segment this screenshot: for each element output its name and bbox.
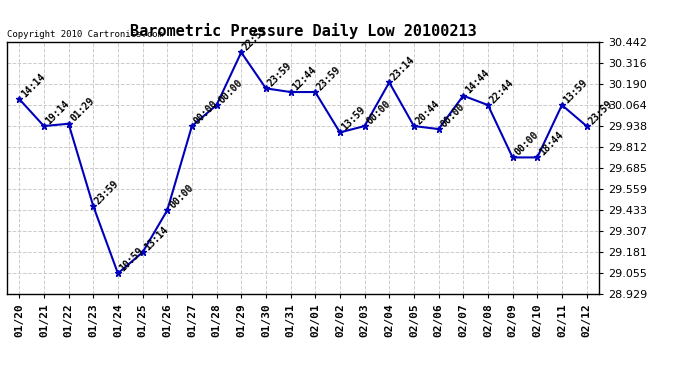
Text: 00:00: 00:00 (217, 77, 244, 105)
Text: 13:14: 13:14 (143, 225, 170, 252)
Text: 19:14: 19:14 (44, 98, 72, 126)
Text: 00:00: 00:00 (513, 130, 540, 158)
Text: 23:14: 23:14 (389, 54, 417, 82)
Text: 00:00: 00:00 (167, 183, 195, 210)
Text: 00:00: 00:00 (439, 101, 466, 129)
Text: 14:14: 14:14 (19, 71, 47, 99)
Text: 00:00: 00:00 (192, 98, 219, 126)
Title: Barometric Pressure Daily Low 20100213: Barometric Pressure Daily Low 20100213 (130, 24, 476, 39)
Text: 01:29: 01:29 (68, 96, 97, 124)
Text: 23:59: 23:59 (266, 60, 294, 88)
Text: 18:44: 18:44 (538, 130, 565, 158)
Text: 22:59: 22:59 (241, 24, 269, 52)
Text: 13:59: 13:59 (340, 105, 368, 132)
Text: 14:44: 14:44 (463, 68, 491, 96)
Text: 23:59: 23:59 (586, 98, 614, 126)
Text: 22:44: 22:44 (488, 77, 515, 105)
Text: 13:59: 13:59 (562, 77, 590, 105)
Text: 23:59: 23:59 (315, 64, 343, 92)
Text: 23:59: 23:59 (93, 178, 121, 206)
Text: 10:59: 10:59 (118, 246, 146, 273)
Text: 20:44: 20:44 (414, 98, 442, 126)
Text: 12:44: 12:44 (290, 64, 318, 92)
Text: Copyright 2010 Cartronics.com: Copyright 2010 Cartronics.com (7, 30, 163, 39)
Text: 00:00: 00:00 (364, 98, 393, 126)
